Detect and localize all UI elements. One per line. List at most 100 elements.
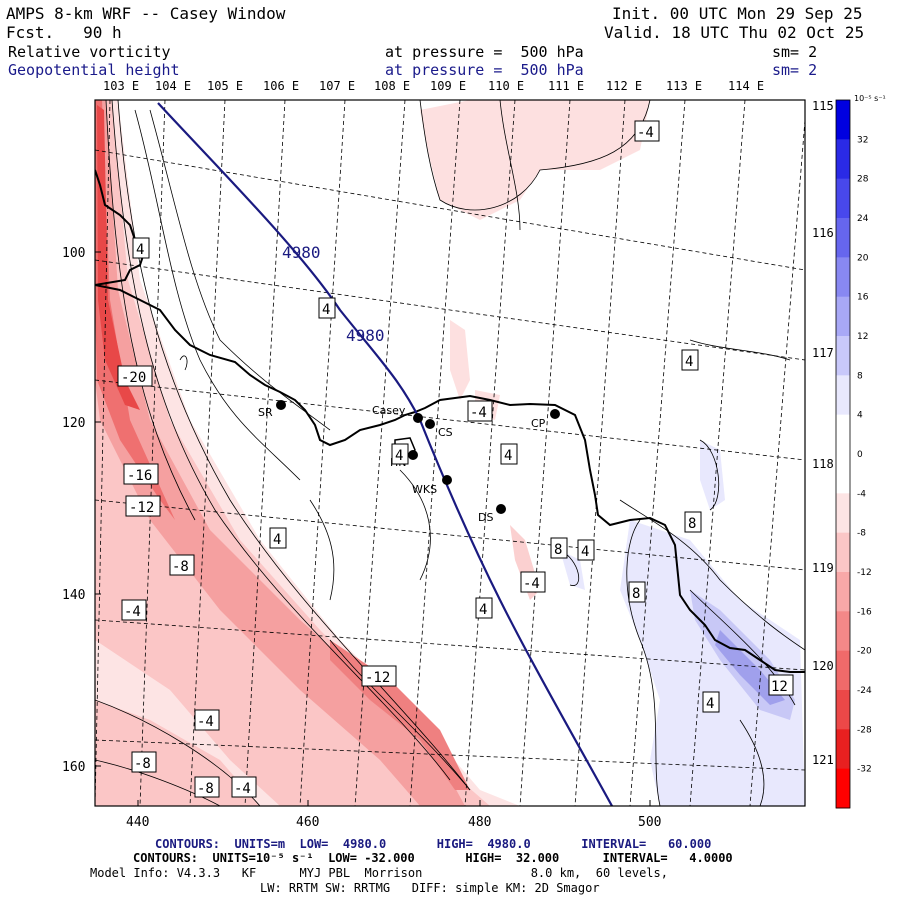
vort-label: 8 xyxy=(550,537,568,559)
station-cp-label: CP xyxy=(531,417,546,430)
svg-text:8: 8 xyxy=(554,542,562,558)
vort-label: 8 xyxy=(684,511,702,533)
field2-level: at pressure = 500 hPa xyxy=(385,61,584,79)
svg-text:-4: -4 xyxy=(197,714,214,730)
vort-label: -4 xyxy=(467,400,493,422)
colorbar-swatch xyxy=(836,768,850,809)
svg-text:4: 4 xyxy=(395,448,403,464)
vort-contour-7 xyxy=(499,100,521,231)
grid-meridian-106 xyxy=(244,100,286,806)
svg-text:8: 8 xyxy=(632,586,640,602)
colorbar-swatch xyxy=(836,414,850,455)
station-cs-label: CS xyxy=(438,426,453,439)
svg-text:-12: -12 xyxy=(129,500,154,516)
vort-label: 4 xyxy=(475,597,493,619)
field1-level: at pressure = 500 hPa xyxy=(385,43,584,61)
colorbar-swatch xyxy=(836,650,850,691)
grid-meridian-110 xyxy=(464,100,516,806)
vort-contour-18 xyxy=(399,469,431,581)
vort-label: 4 xyxy=(702,691,720,713)
vorticity-fill-neg-20 xyxy=(97,105,140,410)
station-cp-marker[interactable] xyxy=(550,409,560,419)
colorbar-swatch xyxy=(836,572,850,612)
colorbar-tick-label: 12 xyxy=(857,332,868,342)
field1-smoothing: sm= 2 xyxy=(772,43,818,61)
svg-text:4: 4 xyxy=(479,602,487,618)
longitude-label: 109 E xyxy=(430,79,466,93)
longitude-label: 104 E xyxy=(155,79,191,93)
station-wks-marker[interactable] xyxy=(442,475,452,485)
colorbar-tick-label: 20 xyxy=(857,253,869,263)
svg-text:-12: -12 xyxy=(365,670,390,686)
vort-label: -8 xyxy=(169,554,195,576)
colorbar-tick-label: 16 xyxy=(857,293,869,303)
vort-label: 4 xyxy=(269,527,287,549)
vort-label: -4 xyxy=(121,599,147,621)
svg-text:4: 4 xyxy=(322,302,330,318)
lat-lon-grid xyxy=(95,100,805,806)
grid-parallel-2 xyxy=(95,259,805,361)
longitude-label: 113 E xyxy=(666,79,702,93)
longitude-label: 112 E xyxy=(606,79,642,93)
grid-meridian-105 xyxy=(189,100,226,806)
vort-label: 4 xyxy=(132,237,150,259)
svg-text:-4: -4 xyxy=(124,604,141,620)
colorbar-unit: 10⁻⁵ s⁻¹ xyxy=(854,94,886,103)
vort-label: -4 xyxy=(520,571,546,593)
colorbar-tick-label: -16 xyxy=(857,607,872,617)
colorbar-tick-label: 24 xyxy=(857,214,869,224)
footer-physics: LW: RRTM SW: RRTMG DIFF: simple KM: 2D S… xyxy=(260,881,600,895)
axis-ticks xyxy=(95,251,651,806)
vort-contour-14 xyxy=(699,439,720,511)
longitude-label: 110 E xyxy=(488,79,524,93)
svg-text:12: 12 xyxy=(771,679,788,695)
colorbar-swatch xyxy=(836,375,850,416)
colorbar-labels: 32 28 24 20 16 12 8 4 0 -4 -8 -12 -16 -20 -24 -28 -32 xyxy=(857,135,872,774)
svg-text:-4: -4 xyxy=(523,576,540,592)
colorbar xyxy=(835,99,851,809)
colorbar-tick-label: 0 xyxy=(857,450,863,460)
init-time: Init. 00 UTC Mon 29 Sep 25 xyxy=(612,4,863,23)
grid-parallel-1 xyxy=(95,149,805,271)
colorbar-tick-label: -32 xyxy=(857,765,872,775)
station-sr-marker[interactable] xyxy=(276,400,286,410)
colorbar-tick-label: -20 xyxy=(857,647,872,657)
grid-meridian-108 xyxy=(354,100,406,806)
colorbar-swatch xyxy=(836,493,850,534)
x-tick-label: 480 xyxy=(468,815,491,830)
colorbar-tick-label: 32 xyxy=(857,135,868,145)
station-casey-marker[interactable] xyxy=(413,413,423,423)
vort-label: -12 xyxy=(361,665,397,687)
vort-contour-20 xyxy=(739,719,765,806)
colorbar-swatch xyxy=(836,257,850,298)
longitude-label: 108 E xyxy=(374,79,410,93)
svg-text:-8: -8 xyxy=(172,559,189,575)
vorticity-fill-neg-8 xyxy=(95,100,490,806)
grid-meridian-109 xyxy=(409,100,461,806)
colorbar-swatch xyxy=(836,336,850,376)
svg-text:-8: -8 xyxy=(197,781,214,797)
vorticity-fill-pos-4 xyxy=(620,520,805,806)
colorbar-swatch xyxy=(836,178,850,219)
svg-text:-4: -4 xyxy=(470,405,487,421)
svg-text:-4: -4 xyxy=(637,125,654,141)
colorbar-tick-label: 28 xyxy=(857,175,869,185)
vort-contour-16 xyxy=(179,355,188,371)
colorbar-tick-label: -24 xyxy=(857,686,872,696)
station-ds-marker[interactable] xyxy=(496,504,506,514)
station-wks-label: WKS xyxy=(412,483,437,496)
vort-label: 12 xyxy=(768,674,794,696)
svg-text:4: 4 xyxy=(706,696,714,712)
vort-contour-3 xyxy=(105,100,196,521)
colorbar-swatch xyxy=(836,690,850,730)
station-cs-marker[interactable] xyxy=(425,419,435,429)
station-hn-marker[interactable] xyxy=(408,450,418,460)
plot-frame xyxy=(94,99,806,807)
colorbar-tick-label: 4 xyxy=(857,411,863,421)
svg-text:4: 4 xyxy=(273,532,281,548)
vorticity-fill-neg-16 xyxy=(95,100,175,520)
vort-label: -4 xyxy=(231,776,257,798)
grid-meridian-114 xyxy=(689,100,746,806)
grid-parallel-3 xyxy=(95,379,805,461)
field2-smoothing: sm= 2 xyxy=(772,61,818,79)
